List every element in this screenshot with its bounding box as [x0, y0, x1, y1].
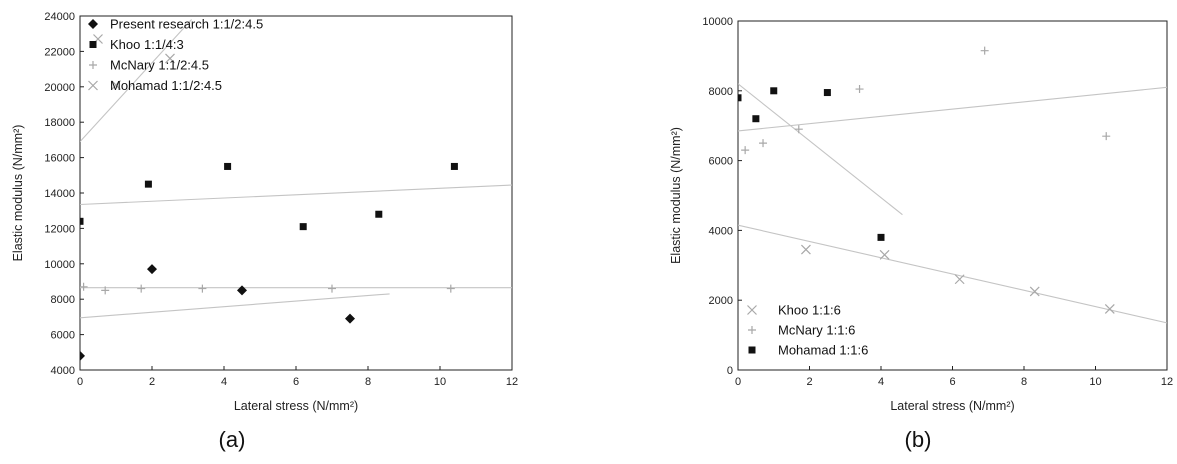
y-tick-label: 0 — [727, 365, 733, 377]
data-point — [1104, 304, 1115, 314]
chart-panel-b: 0 2 4 6 8 10 12 0 2000 4000 6000 8000 10000 Lateral s… — [669, 16, 1173, 452]
data-point — [1102, 132, 1111, 141]
fit-line — [738, 83, 903, 216]
data-point — [446, 284, 455, 293]
y-tick-label: 6000 — [709, 156, 733, 168]
legend-label: Khoo 1:1:6 — [778, 303, 841, 318]
data-point — [299, 223, 307, 231]
data-point — [144, 180, 152, 188]
data-point — [741, 146, 750, 155]
panel-caption: (a) — [219, 427, 246, 452]
legend-marker — [747, 305, 757, 315]
plot-area — [80, 19, 512, 361]
data-point — [450, 162, 458, 170]
fit-line — [80, 184, 512, 206]
fit-line — [738, 224, 1167, 324]
x-tick-label: 2 — [149, 376, 155, 388]
data-point — [877, 233, 885, 241]
x-tick-label: 6 — [293, 376, 299, 388]
y-tick-label: 2000 — [709, 295, 733, 307]
x-axis-label: Lateral stress (N/mm²) — [890, 399, 1014, 413]
data-point — [794, 125, 803, 134]
x-axis-label: Lateral stress (N/mm²) — [234, 399, 358, 413]
legend-label: McNary 1:1/2:4.5 — [110, 58, 209, 73]
fit-line — [738, 86, 1167, 132]
fit-line — [80, 19, 193, 143]
data-point — [1029, 286, 1040, 297]
legend-marker — [748, 346, 756, 354]
y-tick-label: 8000 — [51, 294, 75, 306]
panel-caption: (b) — [905, 427, 932, 452]
data-point — [345, 313, 355, 324]
y-tick-label: 14000 — [44, 188, 75, 200]
x-tick-label: 0 — [735, 376, 741, 388]
data-point — [855, 85, 864, 94]
y-tick-label: 22000 — [44, 46, 75, 58]
data-point — [80, 282, 88, 291]
y-tick-label: 4000 — [709, 225, 733, 237]
data-point — [823, 89, 831, 97]
y-tick-label: 12000 — [44, 223, 75, 235]
y-tick-label: 24000 — [44, 11, 75, 23]
y-tick-label: 8000 — [709, 86, 733, 98]
data-point — [224, 162, 232, 170]
chart-panel-a: 0 2 4 6 8 10 12 4000 6000 8000 10000 12000 14000 1600… — [11, 11, 518, 452]
data-point — [237, 285, 247, 296]
legend-marker — [88, 19, 98, 29]
data-point — [752, 115, 760, 123]
data-point — [101, 286, 110, 295]
legend-label: Mohamad 1:1:6 — [778, 343, 868, 358]
legend-label: Present research 1:1/2:4.5 — [110, 17, 263, 32]
x-tick-label: 2 — [806, 376, 812, 388]
data-point — [111, 80, 121, 90]
legend-marker — [89, 61, 97, 69]
data-point — [801, 244, 811, 255]
x-tick-label: 12 — [1161, 376, 1173, 388]
y-tick-label: 6000 — [51, 330, 75, 342]
data-point — [80, 350, 85, 361]
plot-area — [738, 46, 1167, 324]
x-tick-label: 10 — [1089, 376, 1101, 388]
data-point — [770, 87, 778, 95]
x-tick-label: 4 — [221, 376, 227, 388]
data-point — [137, 284, 146, 293]
y-tick-label: 10000 — [702, 16, 733, 28]
data-point — [759, 139, 768, 148]
x-tick-label: 8 — [1021, 376, 1027, 388]
x-tick-label: 8 — [365, 376, 371, 388]
fit-line — [80, 293, 390, 319]
x-tick-label: 10 — [434, 376, 446, 388]
legend-label: Khoo 1:1/4:3 — [110, 37, 184, 52]
x-tick-label: 4 — [878, 376, 884, 388]
legend-marker — [88, 80, 98, 91]
y-tick-label: 4000 — [51, 365, 75, 377]
y-tick-label: 10000 — [44, 259, 75, 271]
legend-label: McNary 1:1:6 — [778, 323, 855, 338]
data-point — [879, 249, 890, 260]
data-point — [954, 274, 965, 285]
data-point — [147, 264, 157, 275]
x-tick-label: 0 — [77, 376, 83, 388]
legend-label: Mohamad 1:1/2:4.5 — [110, 78, 222, 93]
x-tick-label: 6 — [949, 376, 955, 388]
y-tick-label: 16000 — [44, 153, 75, 165]
y-tick-label: 20000 — [44, 82, 75, 94]
data-point — [738, 94, 742, 102]
legend-marker — [89, 41, 97, 48]
y-tick-label: 18000 — [44, 117, 75, 129]
y-axis-label: Elastic modulus (N/mm²) — [11, 125, 25, 262]
legend-marker — [748, 326, 756, 334]
x-tick-label: 12 — [506, 376, 518, 388]
plot-frame — [737, 20, 1168, 371]
data-point — [328, 284, 336, 293]
y-axis-label: Elastic modulus (N/mm²) — [669, 127, 683, 264]
data-point — [80, 217, 84, 225]
data-point — [198, 284, 207, 293]
data-point — [165, 53, 175, 64]
data-point — [980, 46, 989, 55]
data-point — [375, 210, 383, 218]
